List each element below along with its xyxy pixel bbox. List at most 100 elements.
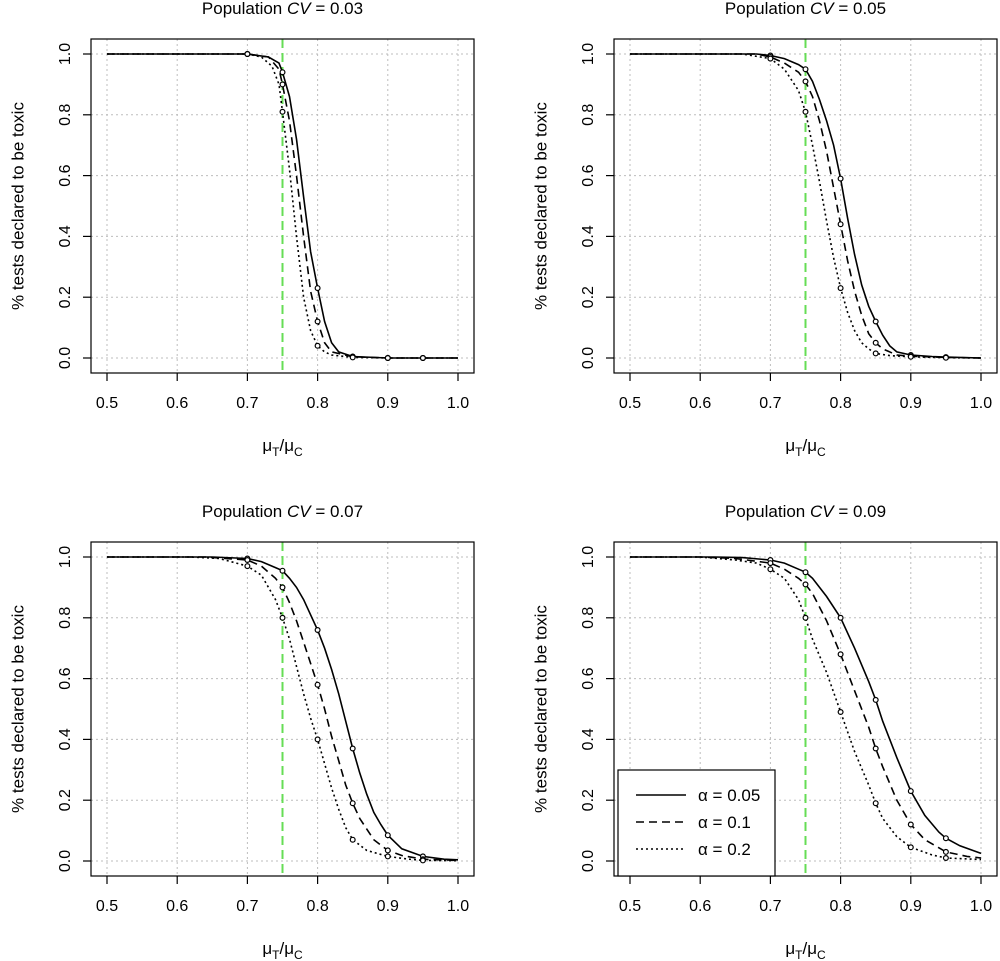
y-tick-label: 1.0 — [57, 546, 74, 568]
series-point — [942, 354, 949, 361]
series-point — [244, 563, 251, 570]
x-axis-label: μT/μC — [262, 436, 303, 459]
x-axis-label: μT/μC — [785, 939, 826, 961]
x-tick-label: 0.5 — [96, 395, 118, 412]
x-axis-label: μT/μC — [785, 436, 826, 459]
series-point — [349, 800, 356, 807]
legend-label: α = 0.05 — [698, 786, 760, 805]
series-point — [314, 285, 321, 292]
series-line-dotted — [630, 53, 982, 359]
y-tick-label: 0.4 — [580, 728, 597, 750]
x-tick-label: 0.9 — [377, 898, 399, 915]
series-point — [349, 745, 356, 752]
series-point — [837, 708, 844, 715]
y-tick-label: 0.2 — [57, 789, 74, 811]
legend-label: α = 0.2 — [698, 840, 751, 859]
series-point — [314, 342, 321, 349]
y-tick-label: 0.2 — [57, 286, 74, 308]
x-tick-label: 0.6 — [689, 395, 711, 412]
x-tick-label: 0.8 — [306, 898, 328, 915]
series-point — [872, 745, 879, 752]
y-tick-label: 0.0 — [57, 850, 74, 872]
x-tick-label: 1.0 — [447, 898, 469, 915]
y-tick-label: 0.6 — [580, 667, 597, 689]
x-tick-label: 0.6 — [166, 898, 188, 915]
series-point — [279, 69, 286, 76]
series-point — [279, 584, 286, 591]
series-point — [802, 614, 809, 621]
y-tick-label: 0.8 — [57, 607, 74, 629]
series-point — [384, 847, 391, 854]
series-point — [419, 857, 426, 864]
chart-panel: 0.5 0.6 0.7 0.8 0.9 1.0 0.0 0.2 0.4 0.6 0.8 1.0 Popu… — [531, 0, 998, 459]
y-tick-label: 0.6 — [57, 667, 74, 689]
series-point — [314, 626, 321, 633]
x-tick-label: 0.8 — [306, 395, 328, 412]
series-point — [314, 736, 321, 743]
y-tick-label: 0.0 — [580, 347, 597, 369]
plot-frame — [613, 38, 998, 374]
y-tick-label: 0.4 — [57, 728, 74, 750]
y-axis-label: % tests declared to be toxic — [531, 102, 550, 310]
series-line-solid — [630, 53, 982, 359]
series-point — [837, 651, 844, 658]
x-tick-label: 0.5 — [96, 898, 118, 915]
y-tick-label: 0.8 — [580, 104, 597, 126]
series-point — [872, 800, 879, 807]
series-point — [314, 681, 321, 688]
series-point — [907, 844, 914, 851]
y-axis-label: % tests declared to be toxic — [8, 102, 27, 310]
legend-box — [617, 769, 776, 877]
legend-label: α = 0.1 — [698, 813, 751, 832]
y-tick-label: 0.0 — [580, 850, 597, 872]
series-point — [384, 832, 391, 839]
series-point — [279, 567, 286, 574]
series-point — [802, 66, 809, 73]
series-point — [802, 569, 809, 576]
x-tick-label: 1.0 — [970, 898, 992, 915]
y-tick-label: 0.6 — [57, 164, 74, 186]
y-tick-label: 1.0 — [580, 43, 597, 65]
x-tick-label: 0.7 — [759, 395, 781, 412]
series-point — [837, 285, 844, 292]
chart-panel: 0.5 0.6 0.7 0.8 0.9 1.0 0.0 0.2 0.4 0.6 0.8 1.0 Popu… — [8, 0, 475, 459]
series-point — [384, 853, 391, 860]
series-point — [279, 108, 286, 115]
series-point — [767, 560, 774, 567]
series-point — [802, 108, 809, 115]
plot-frame — [90, 541, 475, 877]
series-point — [314, 318, 321, 325]
series-point — [244, 556, 251, 563]
series-point — [279, 614, 286, 621]
series-point — [837, 221, 844, 228]
series-line-solid — [630, 556, 982, 855]
x-tick-label: 0.7 — [236, 395, 258, 412]
chart-title: Population CV = 0.05 — [725, 0, 886, 18]
x-tick-label: 0.6 — [689, 898, 711, 915]
series-point — [244, 50, 251, 57]
x-tick-label: 0.8 — [829, 395, 851, 412]
x-axis-label: μT/μC — [262, 939, 303, 961]
x-tick-label: 0.5 — [619, 898, 641, 915]
series-line-dotted — [107, 556, 459, 862]
x-tick-label: 0.7 — [236, 898, 258, 915]
y-axis-label: % tests declared to be toxic — [531, 605, 550, 813]
chart-panel: 0.5 0.6 0.7 0.8 0.9 1.0 0.0 0.2 0.4 0.6 0.8 1.0 Popu… — [8, 502, 475, 961]
series-point — [767, 566, 774, 573]
series-line-dashed — [107, 53, 458, 359]
y-tick-label: 0.4 — [57, 225, 74, 247]
series-point — [419, 355, 426, 362]
series-point — [872, 339, 879, 346]
series-point — [907, 788, 914, 795]
y-tick-label: 1.0 — [57, 43, 74, 65]
chart-title: Population CV = 0.07 — [202, 502, 363, 521]
series-point — [907, 821, 914, 828]
series-point — [837, 175, 844, 182]
series-point — [872, 350, 879, 357]
x-tick-label: 0.9 — [377, 395, 399, 412]
y-tick-label: 0.4 — [580, 225, 597, 247]
y-axis-label: % tests declared to be toxic — [8, 605, 27, 813]
series-point — [802, 581, 809, 588]
x-tick-label: 0.6 — [166, 395, 188, 412]
